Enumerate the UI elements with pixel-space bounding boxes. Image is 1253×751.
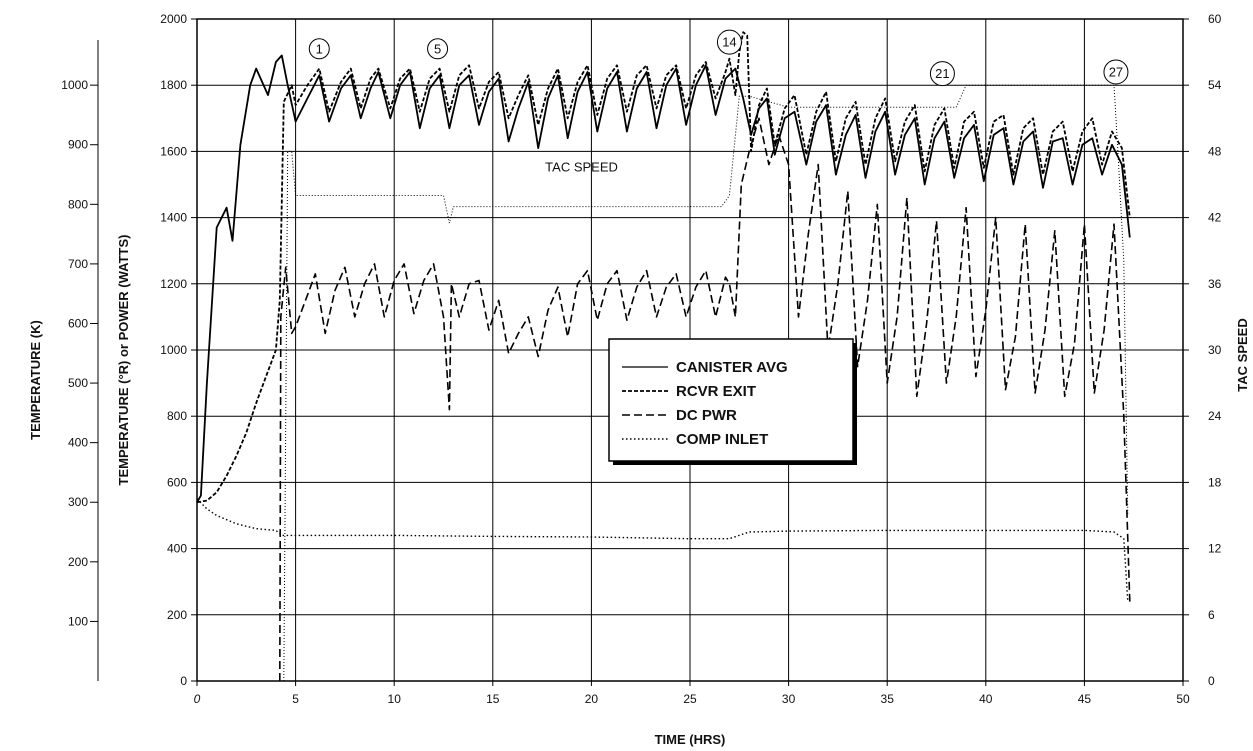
series-line-tac-speed xyxy=(283,84,1129,682)
y-tick-label-left: 400 xyxy=(167,542,187,556)
x-tick-label: 20 xyxy=(585,692,599,706)
y-tick-label-right: 36 xyxy=(1208,277,1222,291)
cycle-marker-label: 14 xyxy=(722,35,736,50)
cycle-marker-circle xyxy=(929,61,955,87)
y-axis-title-left: TEMPERATURE (°R) or POWER (WATTS) xyxy=(116,235,131,486)
kelvin-tick-label: 400 xyxy=(68,436,88,450)
x-tick-label: 40 xyxy=(979,692,993,706)
x-tick-label: 25 xyxy=(683,692,697,706)
kelvin-tick-label: 600 xyxy=(68,316,88,330)
x-tick-label: 45 xyxy=(1078,692,1092,706)
y-tick-label-right: 6 xyxy=(1208,608,1215,622)
legend-box xyxy=(608,338,854,462)
series-line-comp-inlet xyxy=(196,498,1129,602)
y-tick-label-left: 600 xyxy=(167,475,187,489)
kelvin-tick-label: 500 xyxy=(68,376,88,390)
x-tick-label: 5 xyxy=(292,692,299,706)
x-tick-label: 30 xyxy=(782,692,796,706)
x-tick-label: 15 xyxy=(486,692,500,706)
cycle-marker-circle xyxy=(716,29,742,55)
kelvin-tick-label: 800 xyxy=(68,197,88,211)
y-tick-label-right: 60 xyxy=(1208,12,1222,26)
kelvin-tick-label: 900 xyxy=(68,138,88,152)
y-tick-label-left: 1600 xyxy=(160,144,187,158)
y-tick-label-right: 48 xyxy=(1208,144,1222,158)
tac-speed-inline-label: TAC SPEED xyxy=(545,159,618,174)
series-line-canister-avg xyxy=(196,54,1131,503)
series-layer xyxy=(196,31,1131,682)
y-tick-label-left: 1800 xyxy=(160,78,187,92)
x-tick-label: 35 xyxy=(881,692,895,706)
x-tick-label: 50 xyxy=(1176,692,1190,706)
cycle-marker-circle xyxy=(308,38,330,60)
y-tick-label-right: 18 xyxy=(1208,475,1222,489)
y-tick-label-left: 0 xyxy=(180,674,187,688)
kelvin-tick-label: 100 xyxy=(68,614,88,628)
y-tick-label-left: 200 xyxy=(167,608,187,622)
legend-label-rcvr-exit: RCVR EXIT xyxy=(676,383,756,400)
series-line-dc-pwr xyxy=(278,117,1131,682)
cycle-marker-circle xyxy=(1103,59,1129,85)
cycle-marker-circle xyxy=(427,38,449,60)
y-tick-label-right: 0 xyxy=(1208,674,1215,688)
y-tick-label-right: 42 xyxy=(1208,211,1222,225)
cycle-marker-label: 5 xyxy=(434,41,441,56)
legend: CANISTER AVG RCVR EXIT DC PWR COMP INLET xyxy=(608,338,857,465)
y-tick-label-right: 54 xyxy=(1208,78,1222,92)
legend-label-dc-pwr: DC PWR xyxy=(676,407,737,424)
cycle-marker-label: 21 xyxy=(935,66,949,81)
kelvin-tick-label: 300 xyxy=(68,495,88,509)
series-line-rcvr-exit xyxy=(196,31,1131,504)
y-tick-label-right: 30 xyxy=(1208,343,1222,357)
y-tick-label-left: 1000 xyxy=(160,343,187,357)
y-tick-label-left: 1200 xyxy=(160,277,187,291)
x-tick-label: 0 xyxy=(194,692,201,706)
x-tick-label: 10 xyxy=(388,692,402,706)
y-tick-label-left: 1400 xyxy=(160,211,187,225)
y-tick-label-right: 12 xyxy=(1208,542,1222,556)
y-tick-label-right: 24 xyxy=(1208,409,1222,423)
y-tick-label-left: 2000 xyxy=(160,12,187,26)
y-axis-title-kelvin: TEMPERATURE (K) xyxy=(28,320,43,440)
legend-label-comp-inlet: COMP INLET xyxy=(676,431,768,448)
kelvin-tick-label: 1000 xyxy=(61,78,88,92)
legend-label-canister-avg: CANISTER AVG xyxy=(676,359,788,376)
annotation-layer: 1 5 14 21 27 TAC SPEED xyxy=(308,29,1129,174)
y-tick-label-left: 800 xyxy=(167,409,187,423)
cycle-marker-label: 1 xyxy=(316,41,323,56)
cycle-marker-label: 27 xyxy=(1109,64,1123,79)
kelvin-tick-label: 700 xyxy=(68,257,88,271)
y-axis-title-right: TAC SPEED xyxy=(1235,318,1250,391)
axes: 0 5 10 15 20 25 30 35 40 45 5002004006008001000120… xyxy=(61,12,1221,706)
x-axis-title: TIME (HRS) xyxy=(655,732,726,747)
kelvin-tick-label: 200 xyxy=(68,555,88,569)
